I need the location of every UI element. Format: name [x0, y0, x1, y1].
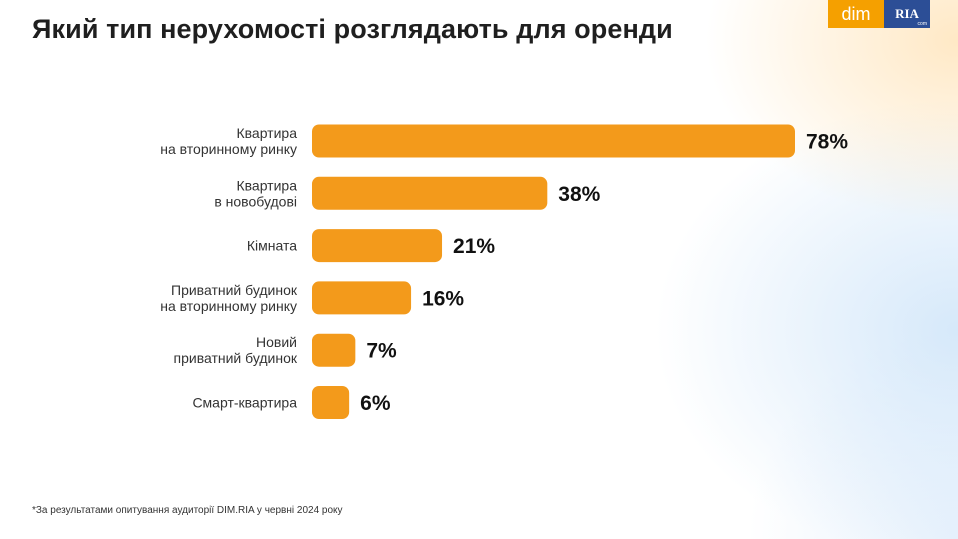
value-label: 38%	[558, 183, 600, 206]
value-label: 7%	[366, 340, 397, 363]
logo-ria-sub: com	[917, 21, 927, 27]
category-label-line: Кімната	[247, 238, 297, 254]
category-label-line: Смарт-квартира	[192, 395, 297, 411]
bar	[312, 386, 350, 419]
bar	[312, 333, 356, 367]
bar	[312, 124, 795, 158]
category-label: Смарт-квартира	[192, 395, 297, 411]
bar	[312, 281, 412, 315]
category-label: Новий приватний будинок	[174, 334, 298, 366]
footnote: *За результатами опитування аудиторії DI…	[32, 505, 343, 516]
category-label: Квартира на вторинному ринку	[160, 125, 297, 157]
bar-row: Кімната 21%	[247, 229, 495, 263]
bar-row: Квартира на вторинному ринку 78%	[160, 124, 848, 158]
logo-ria-text: RIA	[895, 6, 919, 21]
category-label-line: Квартира	[236, 125, 297, 141]
bar	[312, 229, 443, 263]
bar	[312, 176, 548, 210]
category-label-line: Новий	[256, 334, 297, 350]
category-label-line: на вторинному ринку	[160, 298, 297, 314]
bar-row: Смарт-квартира 6%	[192, 386, 391, 419]
value-label: 6%	[360, 392, 391, 415]
category-label: Приватний будинок на вторинному ринку	[160, 282, 298, 314]
value-label: 16%	[422, 287, 464, 310]
category-label-line: в новобудові	[214, 193, 297, 209]
bar-row: Приватний будинок на вторинному ринку 16%	[160, 281, 464, 315]
category-label-line: на вторинному ринку	[160, 141, 297, 157]
logo-ria: RIA com	[884, 0, 930, 28]
category-label: Квартира в новобудові	[214, 177, 297, 209]
bar-row: Квартира в новобудові 38%	[214, 176, 601, 210]
dim-ria-logo: dim RIA com	[828, 0, 930, 28]
value-label: 21%	[453, 235, 495, 258]
bar-row: Новий приватний будинок 7%	[174, 333, 397, 367]
logo-dim: dim	[828, 0, 884, 28]
value-label: 78%	[806, 131, 848, 154]
category-label-line: Приватний будинок	[171, 282, 298, 298]
category-label-line: приватний будинок	[174, 350, 298, 366]
category-label-line: Квартира	[236, 177, 297, 193]
category-label: Кімната	[247, 238, 297, 254]
page-title: Який тип нерухомості розглядають для оре…	[32, 14, 673, 44]
